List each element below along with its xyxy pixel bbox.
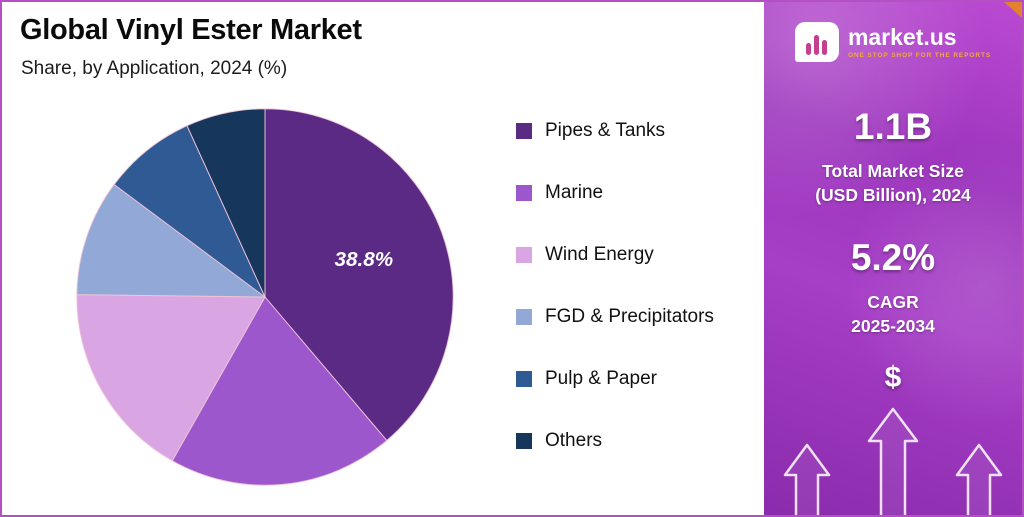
pie-chart: 38.8%	[76, 108, 454, 486]
legend-item-3: FGD & Precipitators	[516, 306, 714, 328]
legend-label: Pipes & Tanks	[545, 120, 666, 141]
page-title: Global Vinyl Ester Market	[20, 14, 362, 46]
legend-item-4: Pulp & Paper	[516, 368, 714, 390]
pie-slice-label: 38.8%	[335, 248, 394, 271]
legend-label: FGD & Precipitators	[545, 306, 714, 327]
legend-item-2: Wind Energy	[516, 244, 714, 266]
legend-label: Marine	[545, 182, 604, 203]
logo-bar	[814, 35, 820, 55]
page-subtitle: Share, by Application, 2024 (%)	[21, 58, 288, 79]
market-size-label-line2: (USD Billion), 2024	[815, 184, 971, 205]
legend-item-1: Marine	[516, 182, 714, 204]
legend-item-0: Pipes & Tanks	[516, 120, 714, 142]
brand-panel: market.us ONE STOP SHOP FOR THE REPORTS …	[764, 2, 1022, 515]
cagr-label-line1: CAGR	[867, 292, 919, 313]
pie-slice-5	[186, 108, 266, 298]
brand-text: market.us ONE STOP SHOP FOR THE REPORTS	[847, 23, 992, 59]
legend-label: Others	[545, 430, 603, 451]
cagr-value: 5.2%	[850, 237, 936, 279]
market-size-value: 1.1B	[853, 106, 933, 147]
legend-label: Wind Energy	[545, 244, 654, 265]
logo-bar	[822, 40, 828, 55]
pie-slice-4	[113, 125, 266, 298]
cagr-label: CAGR 2025-2034	[764, 291, 1022, 338]
brand-name: market.us	[847, 23, 957, 50]
pie-slice-3	[76, 183, 267, 298]
pie-slice-1	[171, 296, 388, 486]
market-size-label: Total Market Size (USD Billion), 2024	[764, 160, 1022, 207]
cagr-label-line2: 2025-2034	[851, 315, 935, 336]
brand-row: market.us ONE STOP SHOP FOR THE REPORTS	[764, 2, 1022, 62]
legend-swatch	[516, 309, 532, 325]
marketus-logo-icon	[794, 22, 839, 62]
legend-swatch	[516, 123, 532, 139]
legend: Pipes & Tanks Marine Wind Energy FGD & Prec…	[516, 120, 714, 452]
pie-slice-0	[264, 108, 454, 442]
pie-chart-container: 38.8%	[58, 90, 472, 504]
brand-tagline: ONE STOP SHOP FOR THE REPORTS	[847, 51, 992, 59]
dollar-symbol: $	[884, 360, 902, 394]
growth-arrows-icon	[783, 407, 1003, 515]
legend-label: Pulp & Paper	[545, 368, 657, 389]
legend-item-5: Others	[516, 430, 714, 452]
legend-swatch	[516, 433, 532, 449]
market-size-label-line1: Total Market Size	[822, 161, 964, 181]
corner-accent	[1004, 2, 1022, 18]
legend-swatch	[516, 185, 532, 201]
logo-bar	[806, 43, 812, 55]
legend-swatch	[516, 371, 532, 387]
pie-slice-2	[76, 294, 266, 462]
legend-swatch	[516, 247, 532, 263]
